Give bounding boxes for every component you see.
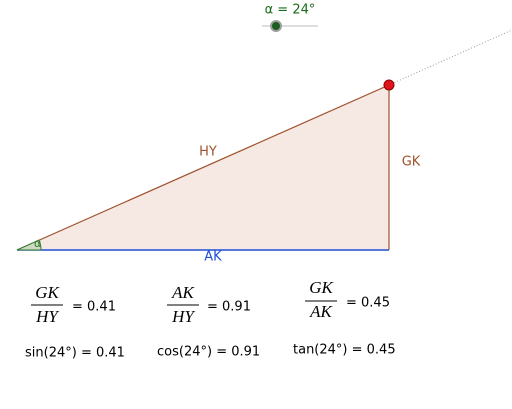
cosine-value: cos(24°) = 0.91 (157, 345, 260, 360)
slider-label: α = 24° (265, 3, 316, 18)
denominator: AK (309, 302, 333, 321)
angle-arc (16, 239, 42, 251)
slider-handle[interactable] (270, 20, 282, 32)
numerator: AK (171, 283, 195, 302)
numerator: GK (35, 283, 60, 302)
hypotenuse (16, 84, 390, 251)
ratio-result: = 0.41 (72, 300, 116, 315)
tangent-value: tan(24°) = 0.45 (293, 343, 396, 358)
sine-value: sin(24°) = 0.41 (25, 346, 125, 361)
numerator: GK (309, 278, 334, 297)
ratio-result: = 0.45 (346, 296, 390, 311)
ratio-result: = 0.91 (207, 300, 251, 315)
hypotenuse-label: HY (199, 145, 217, 160)
adjacent-label: AK (204, 250, 222, 265)
denominator: HY (171, 307, 195, 326)
angle-label: α (34, 237, 41, 250)
denominator: HY (35, 307, 59, 326)
opposite-label: GK (402, 155, 421, 170)
point[interactable] (383, 79, 395, 91)
